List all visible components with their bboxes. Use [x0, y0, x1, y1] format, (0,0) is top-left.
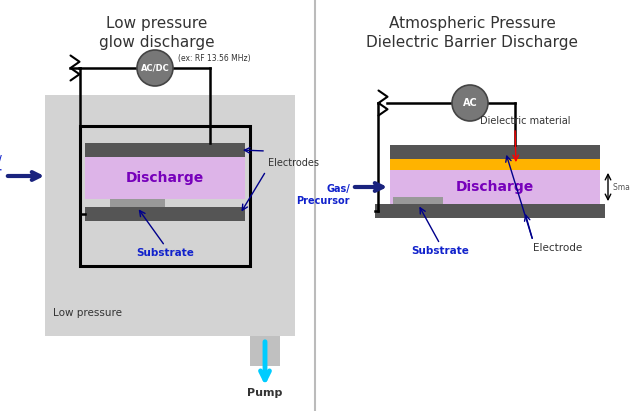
Text: Pump: Pump	[248, 388, 283, 398]
Text: AC/DC: AC/DC	[140, 64, 169, 72]
Circle shape	[452, 85, 488, 121]
Bar	[85, 157, 245, 199]
Text: Gas/
Precursor: Gas/ Precursor	[0, 155, 2, 177]
Text: Low pressure
glow discharge: Low pressure glow discharge	[99, 16, 215, 50]
Bar	[85, 143, 245, 157]
Bar	[80, 126, 250, 266]
Bar	[393, 197, 443, 204]
Bar	[85, 207, 245, 221]
Text: Low pressure: Low pressure	[53, 308, 122, 318]
Text: Substrate: Substrate	[411, 246, 469, 256]
Text: Electrode: Electrode	[533, 243, 582, 253]
Text: Gas/
Precursor: Gas/ Precursor	[297, 184, 350, 206]
Text: AC: AC	[462, 98, 478, 108]
Bar	[390, 145, 600, 159]
Text: Discharge: Discharge	[456, 180, 534, 194]
Bar	[390, 170, 600, 204]
Bar	[110, 199, 165, 207]
Bar	[390, 159, 600, 170]
Bar	[375, 204, 605, 218]
Text: Atmospheric Pressure
Dielectric Barrier Discharge: Atmospheric Pressure Dielectric Barrier …	[366, 16, 578, 50]
Text: (ex: RF 13.56 MHz): (ex: RF 13.56 MHz)	[178, 54, 251, 63]
Text: Dielectric material: Dielectric material	[480, 116, 570, 126]
Text: Substrate: Substrate	[136, 248, 194, 258]
Text: Small gap (~mm): Small gap (~mm)	[613, 182, 630, 192]
Bar	[45, 95, 295, 336]
Text: Discharge: Discharge	[126, 171, 204, 185]
Text: Electrodes: Electrodes	[268, 158, 319, 168]
Circle shape	[137, 50, 173, 86]
Bar	[250, 336, 280, 366]
